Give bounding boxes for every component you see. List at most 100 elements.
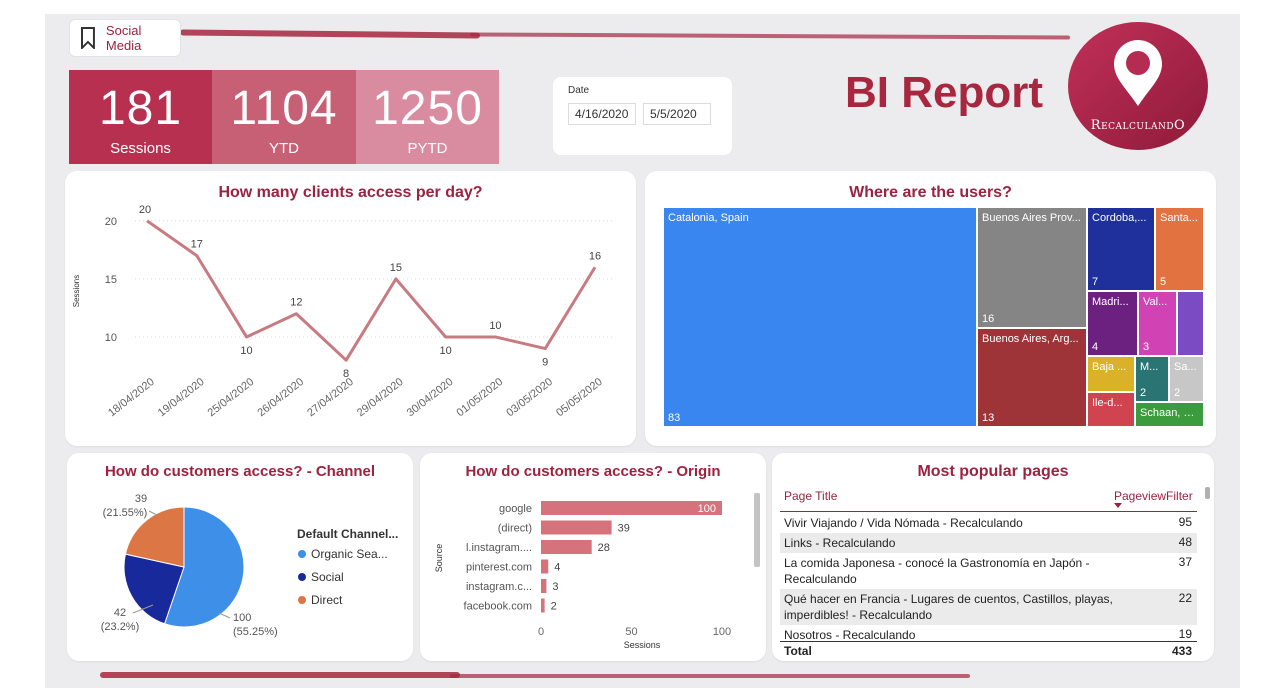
bar <box>541 520 612 535</box>
pie-leader-line <box>218 612 231 619</box>
table-cell-title: La comida Japonesa - conocé la Gastronom… <box>784 556 1090 586</box>
pie-leader-line <box>148 510 158 516</box>
bar-data-label: 3 <box>552 581 558 593</box>
bar-data-label: 2 <box>551 601 557 613</box>
line-data-label: 10 <box>440 345 452 357</box>
treemap-tile[interactable]: Val... 3 <box>1138 291 1177 356</box>
kpi-pytd: 1250 PYTD <box>356 70 499 164</box>
report-title: BI Report <box>845 68 1043 117</box>
table-cell-value: 22 <box>1178 591 1192 605</box>
pie-legend-item[interactable]: Organic Sea... <box>298 547 388 561</box>
treemap-tile-value: 3 <box>1143 341 1150 353</box>
line-x-tick-label: 05/05/2020 <box>554 376 605 419</box>
table-header-pageviews[interactable]: PageviewFilter <box>1114 489 1193 503</box>
date-start-input[interactable]: 4/16/2020 <box>568 103 636 125</box>
treemap-tile[interactable]: M... 2 <box>1135 356 1169 402</box>
bar-x-axis-label: Sessions <box>624 640 661 650</box>
bar-chart-card: How do customers access? - Origin <box>420 453 766 661</box>
recalculando-logo: RecalculandO <box>1068 22 1208 150</box>
line-y-tick-label: 20 <box>105 216 117 228</box>
kpi-sessions: 181 Sessions <box>69 70 212 164</box>
table-scrollbar[interactable] <box>1205 487 1210 499</box>
bar-data-label: 39 <box>618 523 630 535</box>
pie-chart[interactable]: 100 (55.25%) 42 (23.2%) 39 (21.55%) <box>67 453 413 661</box>
treemap-tile-value: 2 <box>1174 387 1181 399</box>
bar-chart[interactable]: google 100 (direct) 39 l.instagram.... 28 pint… <box>420 453 766 661</box>
date-filter: Date 4/16/2020 5/5/2020 <box>553 77 732 155</box>
line-chart[interactable]: 10 15 20 Sessions 20 17 10 12 8 15 10 10 9 16 18/04/20… <box>65 171 636 446</box>
treemap-tile[interactable]: Baja ... <box>1087 356 1135 392</box>
treemap-tile[interactable]: Cordoba,... 7 <box>1087 207 1155 291</box>
kpi-ytd: 1104 YTD <box>212 70 356 164</box>
treemap-tile-value: 7 <box>1092 276 1099 288</box>
pie-data-pct: (55.25%) <box>233 626 278 638</box>
line-chart-title: How many clients access per day? <box>218 184 483 201</box>
line-data-label: 16 <box>589 250 601 262</box>
line-x-tick-label: 01/05/2020 <box>455 376 506 419</box>
pie-legend-label: Organic Sea... <box>311 547 388 561</box>
table-row[interactable]: La comida Japonesa - conocé la Gastronom… <box>780 553 1197 589</box>
pie-slice <box>124 506 185 568</box>
treemap-tile[interactable] <box>1177 291 1204 356</box>
social-media-nav-label: Social Media <box>105 23 142 53</box>
treemap-tile[interactable]: Buenos Aires Prov... 16 <box>977 207 1087 328</box>
kpi-pytd-label: PYTD <box>407 140 448 157</box>
line-x-tick-label: 27/04/2020 <box>305 376 356 419</box>
bar-category-label: facebook.com <box>464 601 532 613</box>
bar <box>541 598 545 613</box>
table-row[interactable]: Vivir Viajando / Vida Nómada - Recalcula… <box>780 513 1197 533</box>
kpi-sessions-value: 181 <box>98 82 183 135</box>
line-x-tick-label: 29/04/2020 <box>355 376 406 419</box>
bar-chart-title: How do customers access? - Origin <box>465 463 721 480</box>
line-x-tick-label: 25/04/2020 <box>206 376 257 419</box>
treemap-tile-label: Buenos Aires, Arg... <box>982 333 1079 345</box>
bar <box>541 579 547 593</box>
line-x-tick-label: 19/04/2020 <box>156 376 207 419</box>
treemap-tile[interactable]: Schaan, Li... <box>1135 402 1204 427</box>
treemap-tile-label: Baja ... <box>1092 361 1127 373</box>
line-y-tick-label: 15 <box>105 274 117 286</box>
social-media-nav-button[interactable]: Social Media <box>69 19 181 57</box>
bar-category-label: instagram.c... <box>466 581 532 593</box>
treemap-tile[interactable]: Ile-d... <box>1087 392 1135 427</box>
pie-legend-label: Social <box>311 570 344 584</box>
bar-x-tick-label: 100 <box>713 626 731 638</box>
line-data-label: 8 <box>343 368 349 380</box>
line-data-label: 17 <box>191 239 203 251</box>
table-row[interactable]: Links - Recalculando 48 <box>780 533 1197 553</box>
logo-text: RecalculandO <box>1090 118 1186 133</box>
bar-data-label: 100 <box>698 503 716 515</box>
bar-category-label: (direct) <box>498 523 532 535</box>
line-y-tick-label: 10 <box>105 332 117 344</box>
treemap-tile[interactable]: Buenos Aires, Arg... 13 <box>977 328 1087 427</box>
table-cell-title: Links - Recalculando <box>784 536 896 550</box>
pie-slice <box>123 553 185 625</box>
line-data-label: 15 <box>390 262 402 274</box>
line-series <box>146 219 597 362</box>
date-filter-label: Date <box>568 85 590 96</box>
treemap-tile[interactable]: Sa... 2 <box>1169 356 1204 402</box>
treemap-tile[interactable]: Catalonia, Spain 83 <box>663 207 977 427</box>
table-row[interactable]: Qué hacer en Francia - Lugares de cuento… <box>780 589 1197 625</box>
line-chart-card: How many clients access per day? 10 15 20 S… <box>65 171 636 446</box>
table-header-page-title[interactable]: Page Title <box>784 489 838 503</box>
treemap-title: Where are the users? <box>849 184 1012 201</box>
treemap-tile-label: Sa... <box>1174 361 1197 373</box>
table-cell-title: Vivir Viajando / Vida Nómada - Recalcula… <box>784 516 1023 530</box>
table-row[interactable]: Nosotros - Recalculando 19 <box>780 625 1197 641</box>
line-x-tick-label: 26/04/2020 <box>255 376 306 419</box>
treemap-tile[interactable]: Madri... 4 <box>1087 291 1138 356</box>
pie-legend-item[interactable]: Direct <box>298 593 342 607</box>
treemap-tile-label: Catalonia, Spain <box>668 212 749 224</box>
treemap-tile-value: 13 <box>982 412 995 424</box>
brush-decoration-bottom-2 <box>450 674 970 678</box>
bar-category-label: pinterest.com <box>466 562 532 574</box>
table-total-label: Total <box>784 644 812 658</box>
treemap-tile[interactable]: Santa... 5 <box>1155 207 1204 291</box>
pie-chart-title: How do customers access? - Channel <box>104 463 376 480</box>
pie-legend-item[interactable]: Social <box>298 570 344 584</box>
kpi-ytd-label: YTD <box>269 140 299 157</box>
table-cell-title: Nosotros - Recalculando <box>784 628 916 641</box>
date-end-input[interactable]: 5/5/2020 <box>643 103 711 125</box>
treemap-tile-label: Val... <box>1143 296 1168 308</box>
